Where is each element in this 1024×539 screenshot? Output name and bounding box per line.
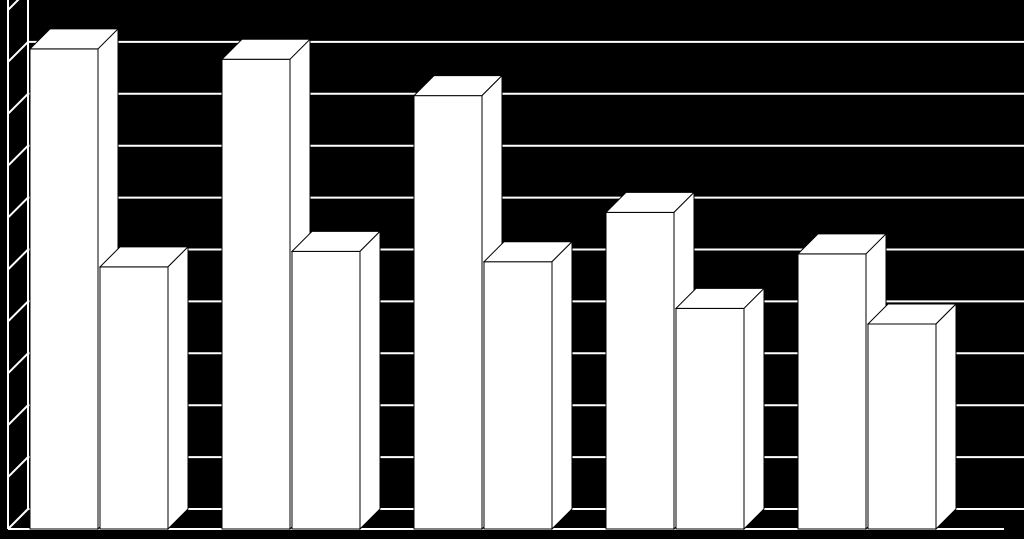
bar-side	[936, 304, 956, 529]
bar-front	[222, 59, 290, 529]
bar-front	[100, 267, 168, 529]
bar-front	[30, 49, 98, 529]
bar-front	[292, 251, 360, 529]
bar-side	[168, 247, 188, 529]
bar-front	[414, 96, 482, 529]
bar-side	[744, 288, 764, 529]
bar-front	[606, 212, 674, 529]
bar-side	[360, 231, 380, 529]
bar-front	[484, 262, 552, 529]
bar-chart-3d	[0, 0, 1024, 539]
bar-front	[676, 308, 744, 529]
bar-front	[868, 324, 936, 529]
bar-side	[552, 242, 572, 529]
bar-front	[798, 254, 866, 529]
